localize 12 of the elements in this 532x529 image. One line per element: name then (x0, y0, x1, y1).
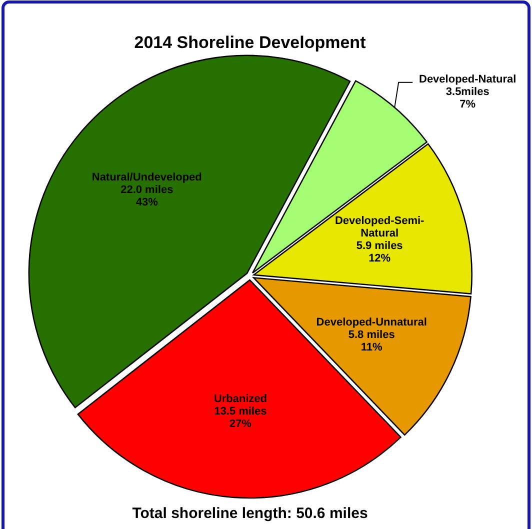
slice-label: Developed-Unnatural (316, 316, 427, 329)
data-label: 3.5miles 7% (446, 86, 490, 110)
chart-title: 2014 Shoreline Development (134, 33, 366, 52)
data-label: 5.9 miles 12% (356, 240, 403, 265)
text: Total shoreline length: 50.6 miles (132, 505, 368, 522)
data-label: 5.8 miles 11% (348, 329, 395, 354)
slice-label: Developed-Semi-Natural (334, 215, 425, 240)
slice-label: Developed-Natural (419, 73, 516, 86)
slice-label: Urbanized (214, 392, 268, 405)
data-label: 22.0 miles 43% (120, 184, 174, 209)
data-label: 13.5 miles 27% (214, 405, 267, 430)
slice-label: Natural/Undeveloped (92, 172, 202, 184)
